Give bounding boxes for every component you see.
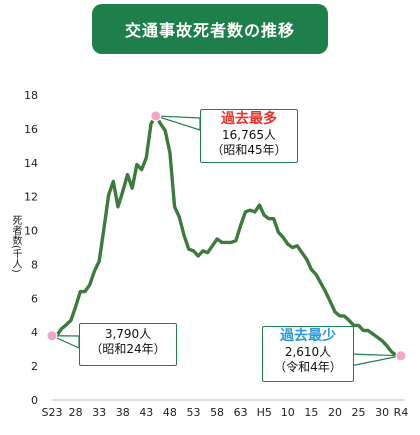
x-tick-label: 48 [163,406,177,419]
y-tick-label: 18 [24,89,38,102]
y-tick-label: 12 [24,191,38,204]
x-tick-label: 63 [234,406,248,419]
callout-pointer [349,353,402,367]
x-tick-label: 30 [375,406,389,419]
annotation-first-era: （昭和24年） [90,342,166,356]
x-tick-label: S23 [42,406,63,419]
annotation-max-era: （昭和45年） [211,143,287,157]
x-tick-label: H5 [257,406,272,419]
y-tick-label: 10 [24,225,38,238]
axes: 0 2 4 6 8 10 12 14 16 18 S23 28 33 38 43 48 53 58 63 H5 10 15… [24,89,408,419]
annotation-first-value: 3,790人 [104,327,152,341]
annotation-min-value: 2,610人 [284,345,332,359]
x-tick-label: 58 [210,406,224,419]
annotation-max: 過去最多 16,765人 （昭和45年） [200,109,298,163]
x-tick-label: 15 [304,406,318,419]
chart-title: 交通事故死者数の推移 [92,4,328,54]
highlight-point [395,350,407,362]
y-tick-label: 0 [31,394,38,407]
y-tick-label: 2 [31,360,38,373]
highlight-point [150,110,162,122]
annotation-min-era: （令和4年） [274,360,342,374]
series-line [50,114,403,358]
x-tick-label: 43 [139,406,153,419]
x-tick-label: 33 [92,406,106,419]
highlight-point [46,330,58,342]
y-tick-label: 16 [24,123,38,136]
x-tick-label: 10 [281,406,295,419]
y-tick-label: 6 [31,292,38,305]
annotation-first: 3,790人 （昭和24年） [79,323,177,366]
x-tick-label: R4 [394,406,409,419]
x-tick-label: 53 [186,406,200,419]
annotation-min-head: 過去最少 [280,328,336,344]
annotation-max-head: 過去最多 [221,111,277,127]
x-tick-label: 25 [352,406,366,419]
y-axis-label: 死者数(千人) [10,215,21,273]
x-tick-label: 28 [69,406,83,419]
y-tick-label: 4 [31,326,38,339]
annotation-min: 過去最少 2,610人 （令和4年） [262,326,354,382]
callout-leaders [51,115,402,367]
x-tick-label: 20 [328,406,342,419]
annotation-max-value: 16,765人 [222,128,276,142]
x-tick-label: 38 [116,406,130,419]
highlight-markers [46,110,407,362]
y-tick-label: 8 [31,258,38,271]
y-tick-label: 14 [24,157,38,170]
